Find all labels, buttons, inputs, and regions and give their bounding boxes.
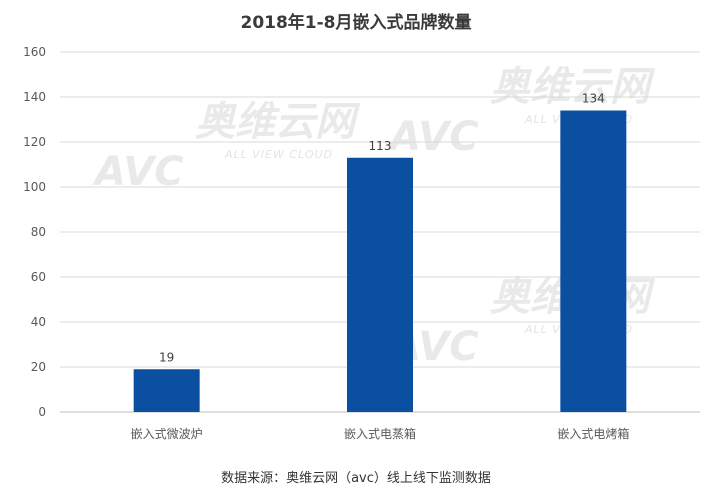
chart-title: 2018年1-8月嵌入式品牌数量 bbox=[240, 12, 471, 33]
watermark-logo: AVC bbox=[92, 149, 184, 195]
data-label: 19 bbox=[159, 350, 174, 364]
y-tick-label: 80 bbox=[31, 225, 46, 239]
x-category-label: 嵌入式电烤箱 bbox=[557, 426, 629, 441]
x-category-label: 嵌入式电蒸箱 bbox=[344, 426, 416, 441]
y-tick-label: 40 bbox=[31, 315, 46, 329]
y-tick-label: 120 bbox=[23, 135, 46, 149]
y-tick-label: 160 bbox=[23, 45, 46, 59]
data-label: 134 bbox=[582, 92, 605, 106]
y-tick-label: 100 bbox=[23, 180, 46, 194]
watermark-brand: 奥维云网 bbox=[195, 99, 361, 145]
x-category-label: 嵌入式微波炉 bbox=[131, 427, 203, 441]
x-axis-labels: 嵌入式微波炉 嵌入式电蒸箱 嵌入式电烤箱 bbox=[131, 426, 630, 441]
bars bbox=[133, 110, 627, 412]
watermark-logo: AVC bbox=[387, 114, 479, 160]
y-axis-ticks: 0 20 40 60 80 100 120 140 160 bbox=[23, 45, 46, 419]
y-tick-label: 60 bbox=[31, 270, 46, 284]
bar bbox=[133, 369, 200, 412]
data-labels: 19 113 134 bbox=[159, 92, 605, 365]
bar bbox=[347, 157, 413, 412]
watermark-subtitle: ALL VIEW CLOUD bbox=[224, 148, 333, 161]
bar bbox=[560, 110, 627, 412]
y-tick-label: 20 bbox=[31, 360, 46, 374]
source-note: 数据来源：奥维云网（avc）线上线下监测数据 bbox=[221, 471, 491, 486]
data-label: 113 bbox=[369, 139, 392, 153]
y-tick-label: 0 bbox=[38, 405, 46, 419]
watermark-brand: 奥维云网 bbox=[490, 64, 656, 110]
y-tick-label: 140 bbox=[23, 90, 46, 104]
